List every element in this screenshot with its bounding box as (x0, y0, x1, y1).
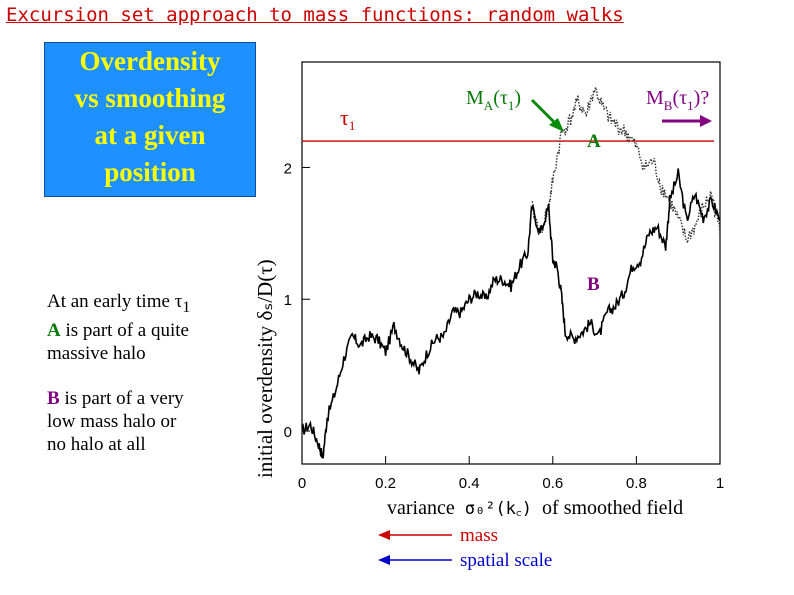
x-tick-label: 0.8 (626, 475, 647, 492)
b-label: B (47, 387, 60, 409)
summary-line-2: vs smoothing (74, 83, 226, 113)
y-tick-label: 0 (284, 424, 292, 441)
summary-box: Overdensity vs smoothing at a given posi… (44, 42, 256, 197)
scale-arrowhead (378, 555, 390, 565)
note-a-cont: massive halo (47, 342, 146, 364)
summary-line-1: Overdensity (79, 46, 221, 76)
summary-line-4: position (104, 157, 196, 187)
x-tick-label: 0.2 (375, 475, 396, 492)
y-tick-label: 1 (284, 292, 292, 309)
note-time: At an early time τ1 (47, 291, 191, 316)
x-ticks: 0 0.2 0.4 0.6 0.8 1 (298, 456, 724, 492)
ma-arrow (530, 98, 558, 126)
ma-arrowhead (549, 118, 564, 132)
walk-a-line (531, 84, 721, 246)
note-b-cont-1: low mass halo or (47, 410, 177, 432)
summary-line-3: at a given (94, 120, 206, 150)
ma-label: MA(τ1) (466, 87, 521, 113)
x-tick-label: 0 (298, 475, 306, 492)
note-a: A is part of a quite (47, 319, 189, 341)
mb-label: MB(τ1)? (646, 87, 709, 113)
scale-label: spatial scale (460, 550, 552, 571)
y-tick-label: 2 (284, 160, 292, 177)
x-tick-label: 0.6 (542, 475, 563, 492)
y-ticks: 0 1 2 (284, 160, 310, 441)
slide-title: Excursion set approach to mass functions… (6, 4, 624, 26)
threshold-label: τ1 (340, 105, 355, 133)
mb-arrowhead (700, 115, 712, 127)
walk-b-line (301, 168, 721, 459)
plot-frame (301, 61, 721, 465)
a-label: A (47, 319, 61, 341)
note-b: B is part of a very (47, 387, 184, 409)
note-b-cont-2: no halo at all (47, 433, 146, 455)
x-tick-label: 1 (716, 475, 724, 492)
x-tick-label: 0.4 (459, 475, 480, 492)
point-a-label: A (587, 131, 601, 152)
mass-label: mass (460, 525, 498, 546)
y-axis-label: initial overdensity δₛ/D(τ) (253, 259, 277, 478)
notes: At an early time τ1 A is part of a quite… (47, 290, 190, 456)
x-axis-label: variance σ₀²(k꜀) of smoothed field (387, 497, 683, 519)
point-b-label: B (587, 274, 600, 295)
mass-arrowhead (378, 530, 390, 540)
